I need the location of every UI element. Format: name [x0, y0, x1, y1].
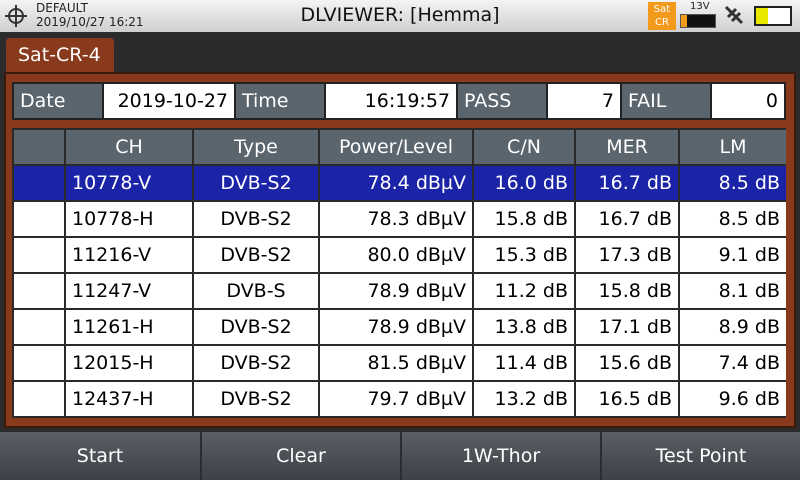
row-marker[interactable] — [14, 310, 64, 344]
profile: DEFAULT — [36, 1, 88, 15]
mode-badge: Sat CR — [648, 2, 676, 30]
voltage-bar — [680, 14, 716, 28]
summary-label: Date — [14, 84, 102, 118]
row-marker[interactable] — [14, 274, 64, 308]
table-cell[interactable]: 11.4 dB — [474, 346, 574, 380]
row-marker[interactable] — [14, 346, 64, 380]
voltage: 13V — [690, 1, 710, 12]
column-header: LM — [680, 130, 786, 164]
row-marker[interactable] — [14, 238, 64, 272]
top-bar: DEFAULT 2019/10/27 16:21 DLVIEWER: [Hemm… — [0, 0, 800, 32]
tab[interactable]: Sat-CR-4 — [6, 38, 114, 74]
summary-value: 2019-10-27 — [104, 84, 234, 118]
table-cell[interactable]: 11247-V — [66, 274, 192, 308]
table-cell[interactable]: 10778-V — [66, 166, 192, 200]
table-cell[interactable]: 81.5 dBµV — [320, 346, 472, 380]
summary-value: 0 — [712, 84, 784, 118]
table-cell[interactable]: 78.9 dBµV — [320, 310, 472, 344]
satellite-icon — [724, 5, 744, 25]
table-cell[interactable]: 78.9 dBµV — [320, 274, 472, 308]
softkey[interactable]: Test Point — [600, 432, 800, 480]
table-cell[interactable]: 15.8 dB — [474, 202, 574, 236]
table-cell[interactable]: 16.7 dB — [576, 202, 678, 236]
summary-label: PASS — [458, 84, 546, 118]
softkey[interactable]: Start — [76, 445, 124, 467]
column-header: Type — [194, 130, 318, 164]
table-cell[interactable]: 16.5 dB — [576, 382, 678, 416]
column-header: Power/Level — [320, 130, 472, 164]
table-cell[interactable]: 10778-H — [66, 202, 192, 236]
table-cell[interactable]: 80.0 dBµV — [320, 238, 472, 272]
datetime: 2019/10/27 16:21 — [36, 15, 144, 29]
table-cell[interactable]: 15.6 dB — [576, 346, 678, 380]
table-cell[interactable]: DVB-S2 — [194, 346, 318, 380]
mode-line: CR — [655, 17, 669, 28]
softkey[interactable]: Clear — [200, 432, 400, 480]
row-marker[interactable] — [14, 166, 64, 200]
summary-value: 16:19:57 — [326, 84, 456, 118]
mode-line: Sat — [653, 4, 671, 15]
summary-value: 7 — [548, 84, 620, 118]
table-cell[interactable]: DVB-S2 — [194, 382, 318, 416]
table-cell[interactable]: DVB-S2 — [194, 238, 318, 272]
row-marker[interactable] — [14, 202, 64, 236]
softkey[interactable]: 1W-Thor — [400, 432, 600, 480]
table-cell[interactable]: 12015-H — [66, 346, 192, 380]
table-cell[interactable]: 16.7 dB — [576, 166, 678, 200]
table-cell[interactable]: 15.3 dB — [474, 238, 574, 272]
table-cell[interactable]: 9.6 dB — [680, 382, 786, 416]
table-cell[interactable]: DVB-S — [194, 274, 318, 308]
table-cell[interactable]: 13.2 dB — [474, 382, 574, 416]
table-cell[interactable]: 7.4 dB — [680, 346, 786, 380]
table-cell[interactable]: 16.0 dB — [474, 166, 574, 200]
table-cell[interactable]: 8.1 dB — [680, 274, 786, 308]
table-cell[interactable]: 8.5 dB — [680, 202, 786, 236]
table-cell[interactable]: 78.3 dBµV — [320, 202, 472, 236]
column-header: CH — [66, 130, 192, 164]
summary-label: FAIL — [622, 84, 710, 118]
table-cell[interactable]: 13.8 dB — [474, 310, 574, 344]
table-cell[interactable]: 11216-V — [66, 238, 192, 272]
table-cell[interactable]: 78.4 dBµV — [320, 166, 472, 200]
table-cell[interactable]: 12437-H — [66, 382, 192, 416]
table-cell[interactable]: 11.2 dB — [474, 274, 574, 308]
table-cell[interactable]: 8.9 dB — [680, 310, 786, 344]
table-cell[interactable]: DVB-S2 — [194, 310, 318, 344]
table-cell[interactable]: DVB-S2 — [194, 166, 318, 200]
table-cell[interactable]: 11261-H — [66, 310, 192, 344]
table-cell[interactable]: 15.8 dB — [576, 274, 678, 308]
row-marker[interactable] — [14, 382, 64, 416]
battery — [754, 6, 792, 26]
window-title: DLVIEWER: [Hemma] — [300, 4, 500, 26]
table-cell[interactable]: 17.1 dB — [576, 310, 678, 344]
summary-label: Time — [236, 84, 324, 118]
table-cell[interactable]: DVB-S2 — [194, 202, 318, 236]
table-cell[interactable]: 8.5 dB — [680, 166, 786, 200]
table-cell[interactable]: 9.1 dB — [680, 238, 786, 272]
column-header: C/N — [474, 130, 574, 164]
table-cell[interactable]: 79.7 dBµV — [320, 382, 472, 416]
table-cell[interactable]: 17.3 dB — [576, 238, 678, 272]
gps-icon — [5, 5, 27, 27]
column-header: MER — [576, 130, 678, 164]
header-cell — [14, 130, 64, 164]
